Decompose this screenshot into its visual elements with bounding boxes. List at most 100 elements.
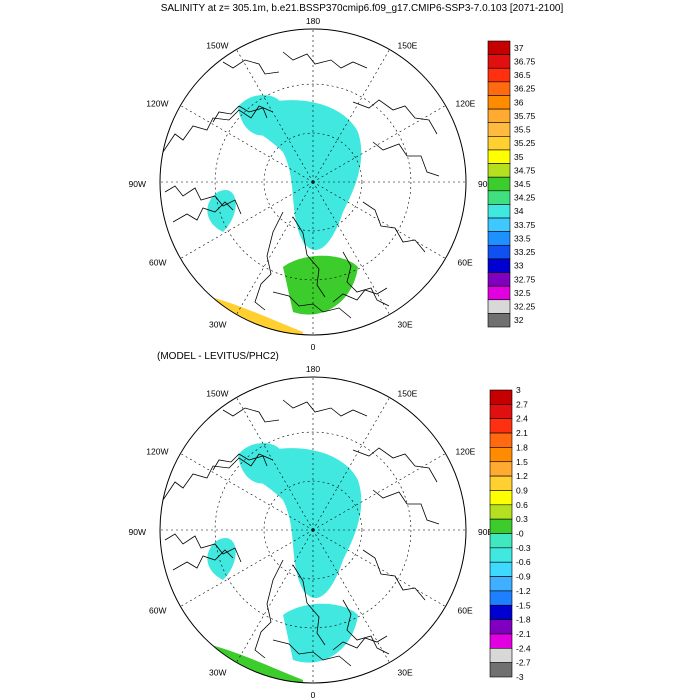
top-field-north-atlantic (160, 291, 303, 335)
bottom-coastline (254, 559, 284, 659)
difference-colorbar-tick-label: 3 (516, 385, 521, 395)
top-coastline (254, 211, 284, 311)
difference-colorbar-tick-label: 1.2 (516, 471, 528, 481)
difference-colorbar-color-box (489, 619, 513, 635)
difference-colorbar-tick-label: 0.3 (516, 514, 528, 524)
difference-colorbar-color-box (489, 533, 513, 549)
bottom-field-baffin-bay (207, 538, 236, 580)
top-longitude-label: 90E (478, 179, 493, 189)
difference-colorbar-tick-label: -2.4 (516, 643, 531, 653)
top-coastline (164, 185, 242, 215)
salinity-colorbar-tick-label: 33.5 (514, 233, 531, 243)
bottom-longitude-label: 0 (311, 690, 316, 700)
bottom-coastline (282, 399, 368, 417)
difference-colorbar-tick-label: 2.7 (516, 399, 528, 409)
salinity-colorbar-tick-label: 33.25 (514, 247, 536, 257)
difference-colorbar-color-box (489, 418, 513, 434)
salinity-colorbar-tick-label: 35 (514, 152, 524, 162)
salinity-colorbar-tick-label: 32.5 (514, 288, 531, 298)
top-longitude-label: 150W (206, 40, 228, 50)
bottom-longitude-label: 60E (458, 606, 473, 616)
bottom-latitude-gridline (263, 480, 363, 580)
salinity-colorbar-tick-label: 36.25 (514, 84, 536, 94)
difference-colorbar-color-box (489, 389, 513, 405)
bottom-coastline (162, 453, 274, 501)
salinity-colorbar-tick-label: 36.5 (514, 70, 531, 80)
difference-colorbar-tick-label: 2.4 (516, 414, 528, 424)
bottom-coastline (342, 599, 390, 655)
salinity-colorbar-tick-label: 36 (514, 97, 524, 107)
top-meridian-gridline (312, 181, 446, 259)
top-longitude-label: 180 (306, 16, 320, 26)
top-coastline (352, 99, 438, 135)
top-field-arctic-basin (246, 100, 362, 251)
bottom-field-canada-basin (238, 443, 285, 484)
top-coastline (362, 201, 426, 253)
bottom-meridian-gridline (180, 453, 314, 531)
figure-title: SALINITY at z= 305.1m, b.e21.BSSP370cmip… (161, 3, 564, 14)
top-field-canada-basin (238, 95, 285, 136)
salinity-colorbar-color-box (487, 258, 511, 273)
bottom-meridian-gridline (180, 529, 314, 607)
top-meridian-gridline (312, 181, 390, 315)
difference-colorbar-tick-label: 0.9 (516, 485, 528, 495)
salinity-colorbar-tick-label: 32.25 (514, 302, 536, 312)
difference-colorbar-color-box (489, 590, 513, 606)
top-longitude-label: 30W (209, 320, 226, 330)
difference-polar-map: 180 150E 120E 90E 60E 30E 0 30W 60W 90W 120W 150W (129, 364, 494, 700)
salinity-colorbar-tick-label: 33.75 (514, 220, 536, 230)
difference-subtitle: (MODEL - LEVITUS/PHC2) (157, 351, 279, 362)
salinity-colorbar-tick-label: 35.25 (514, 138, 536, 148)
bottom-meridian-gridline (236, 529, 314, 663)
top-boundary (159, 28, 467, 336)
difference-colorbar-tick-label: -1.5 (516, 600, 531, 610)
difference-colorbar-color-box (489, 547, 513, 563)
top-coastline (282, 51, 368, 69)
difference-colorbar-tick-label: 0.6 (516, 500, 528, 510)
bottom-field-nordic-seas (283, 603, 358, 663)
top-coastline (332, 287, 388, 303)
bottom-meridian-gridline (312, 529, 446, 607)
top-field-nordic-seas (283, 255, 358, 315)
difference-colorbar-tick-label: 2.1 (516, 428, 528, 438)
bottom-longitude-label: 150E (398, 388, 418, 398)
top-longitude-label: 60E (458, 258, 473, 268)
top-longitude-label: 120E (456, 99, 476, 109)
salinity-colorbar-color-box (487, 217, 511, 232)
salinity-colorbar-color-box (487, 272, 511, 287)
bottom-coastline (212, 453, 268, 471)
salinity-colorbar-tick-label: 33 (514, 261, 524, 271)
salinity-colorbar-tick-label: 34.75 (514, 165, 536, 175)
difference-colorbar: 3 2.7 2.4 2.1 1.8 1.5 1.2 0.9 0.6 0.3 -0 -0.3 -0.6 -0… (489, 385, 531, 682)
salinity-colorbar-color-box (487, 190, 511, 205)
bottom-latitude-gridline (214, 431, 412, 629)
top-longitude-label: 60W (149, 258, 166, 268)
difference-colorbar-tick-label: -0 (516, 529, 524, 539)
salinity-colorbar-tick-label: 32 (514, 315, 524, 325)
salinity-colorbar-color-box (487, 136, 511, 151)
salinity-colorbar-tick-label: 34.5 (514, 179, 531, 189)
bottom-longitude-label: 120W (146, 447, 168, 457)
bottom-coastline (352, 447, 438, 483)
bottom-longitude-label: 30W (209, 668, 226, 678)
difference-colorbar-color-box (489, 561, 513, 577)
difference-colorbar-tick-label: -1.8 (516, 615, 531, 625)
top-longitude-label: 90W (129, 179, 146, 189)
bottom-meridian-gridline (236, 397, 314, 531)
difference-colorbar-color-box (489, 490, 513, 506)
difference-colorbar-color-box (489, 518, 513, 534)
bottom-meridian-gridline (312, 529, 390, 663)
top-coastline (222, 59, 280, 75)
bottom-field-north-atlantic (160, 639, 303, 683)
difference-colorbar-tick-label: 1.5 (516, 457, 528, 467)
top-coastline (172, 201, 234, 223)
bottom-coastline (164, 533, 242, 563)
difference-colorbar-tick-label: -2.1 (516, 629, 531, 639)
top-longitude-label: 0 (311, 342, 316, 352)
bottom-longitude-label: 120E (456, 447, 476, 457)
bottom-longitude-label: 60W (149, 606, 166, 616)
top-latitude-gridline (263, 132, 363, 232)
bottom-boundary (159, 376, 467, 684)
salinity-colorbar-tick-label: 35.75 (514, 111, 536, 121)
salinity-colorbar-tick-label: 35.5 (514, 125, 531, 135)
